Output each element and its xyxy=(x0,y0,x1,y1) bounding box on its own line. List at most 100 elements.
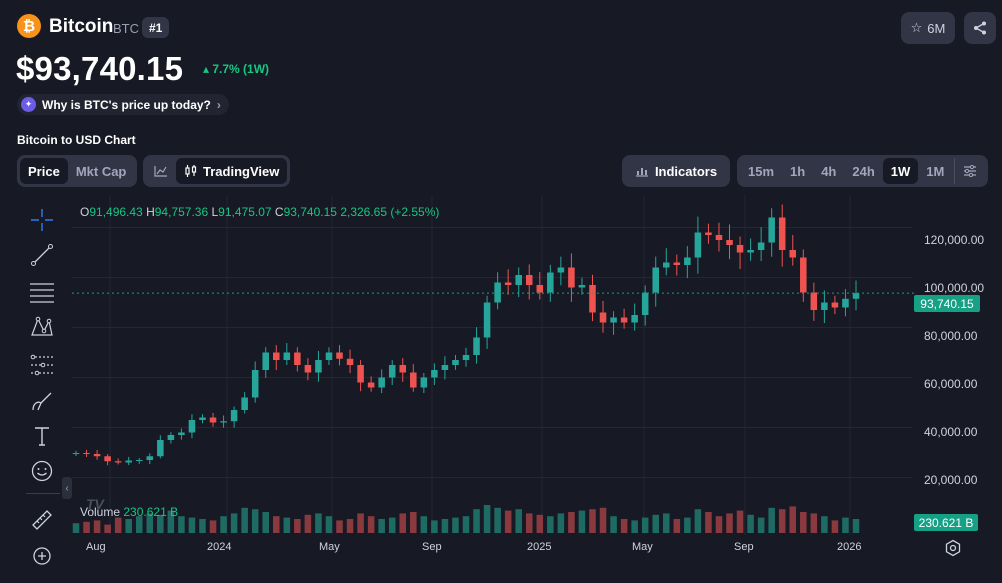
chart-settings-button[interactable] xyxy=(954,158,985,184)
brush-tool[interactable] xyxy=(28,387,56,415)
tradingview-button[interactable]: TradingView xyxy=(176,158,288,184)
volume-bar xyxy=(399,513,407,533)
trend-line-icon xyxy=(31,244,53,266)
text-tool[interactable] xyxy=(28,422,56,450)
range-1h[interactable]: 1h xyxy=(790,163,806,179)
range-1w[interactable]: 1W xyxy=(882,158,919,184)
candle xyxy=(525,275,533,285)
price-chart[interactable] xyxy=(72,195,915,535)
volume-bar xyxy=(831,520,839,533)
candle xyxy=(294,352,301,365)
indicators-button[interactable]: Indicators xyxy=(622,155,730,187)
candle xyxy=(83,453,90,454)
range-24h[interactable]: 24h xyxy=(852,163,875,179)
volume-bar xyxy=(473,509,480,533)
line-chart-button[interactable] xyxy=(146,158,176,184)
share-button[interactable] xyxy=(964,12,996,44)
fib-tool[interactable] xyxy=(28,278,56,306)
range-1m[interactable]: 1M xyxy=(926,163,945,179)
brush-icon xyxy=(32,392,52,411)
volume-bar xyxy=(304,514,312,533)
volume-bar xyxy=(336,520,343,533)
candle xyxy=(578,285,586,288)
candle xyxy=(367,382,375,388)
volume-label: Volume xyxy=(80,505,121,519)
volume-bar xyxy=(410,512,417,533)
candle xyxy=(220,421,227,423)
watchlist-button[interactable]: ☆ 6M xyxy=(901,12,955,44)
volume-bar xyxy=(663,513,670,533)
volume-value: 230.621 B xyxy=(123,505,179,519)
volume-bar xyxy=(589,509,596,533)
ohlc-open-label: O xyxy=(80,205,90,219)
candle xyxy=(599,312,607,323)
range-15m[interactable]: 15m xyxy=(748,163,775,179)
price-change-value: 7.7% (1W) xyxy=(212,62,270,76)
x-tick-label: Aug xyxy=(86,541,106,553)
ruler-tool[interactable] xyxy=(28,506,56,534)
volume-bar xyxy=(778,509,786,533)
y-tick-label: 120,000.00 xyxy=(924,233,985,247)
candle xyxy=(410,372,417,388)
ai-icon: ✦ xyxy=(21,97,36,112)
settings-icon[interactable] xyxy=(944,539,962,557)
volume-bar xyxy=(178,516,185,533)
volume-bar xyxy=(283,517,291,533)
volume-bar xyxy=(104,524,111,533)
candle xyxy=(778,217,786,250)
volume-bar xyxy=(536,514,544,533)
crosshair-icon xyxy=(31,209,53,231)
volume-bar xyxy=(736,510,744,533)
candle xyxy=(188,420,196,433)
crosshair-tool[interactable] xyxy=(28,206,56,234)
why-price-up-button[interactable]: ✦ Why is BTC's price up today? › xyxy=(17,94,229,115)
volume-bar xyxy=(515,509,522,533)
range-4h[interactable]: 4h xyxy=(821,163,837,179)
trend-line-tool[interactable] xyxy=(28,241,56,269)
volume-bar xyxy=(294,519,301,533)
volume-bar xyxy=(441,519,449,533)
volume-bar xyxy=(241,507,248,533)
price-change: ▴ 7.7% (1W) xyxy=(203,62,269,76)
measure-lines-tool[interactable] xyxy=(28,350,56,378)
collapse-toolbar-button[interactable]: ‹ xyxy=(62,477,72,499)
volume-bar xyxy=(378,519,385,533)
zoom-in-tool[interactable] xyxy=(28,542,56,570)
tab-price[interactable]: Price xyxy=(20,158,68,184)
candle xyxy=(810,292,818,310)
candle xyxy=(157,440,164,457)
zoom-in-icon xyxy=(33,547,51,565)
ohlc-low-label: L xyxy=(211,205,219,219)
y-tick-label: 20,000.00 xyxy=(924,473,978,487)
pattern-tool[interactable] xyxy=(28,313,56,341)
volume-bar xyxy=(747,514,754,533)
tab-mkt-cap[interactable]: Mkt Cap xyxy=(75,163,127,179)
text-icon xyxy=(35,427,49,446)
candle xyxy=(388,365,396,378)
candle xyxy=(241,397,248,410)
volume-bar xyxy=(93,520,101,533)
volume-bar xyxy=(852,519,860,533)
measure-lines-icon xyxy=(30,354,53,376)
volume-bar xyxy=(209,520,217,533)
tradingview-label: TradingView xyxy=(203,163,280,179)
volume-bar xyxy=(620,519,628,533)
chevron-right-icon: › xyxy=(216,97,221,112)
chart-view-toggle: TradingView xyxy=(143,155,291,187)
candle xyxy=(378,377,385,388)
candle xyxy=(800,257,807,293)
volume-bar xyxy=(125,519,132,533)
candle xyxy=(652,267,659,293)
emoji-tool[interactable] xyxy=(28,457,56,485)
ruler-icon xyxy=(32,510,52,530)
volume-bar xyxy=(188,517,196,533)
candle xyxy=(821,302,828,310)
x-tick-label: 2024 xyxy=(207,541,232,553)
candle xyxy=(325,352,333,360)
volume-bar xyxy=(557,513,565,533)
candle xyxy=(568,267,575,288)
why-price-up-label: Why is BTC's price up today? xyxy=(42,97,211,112)
candle xyxy=(336,352,343,359)
candle xyxy=(620,317,628,323)
emoji-icon xyxy=(31,460,53,482)
